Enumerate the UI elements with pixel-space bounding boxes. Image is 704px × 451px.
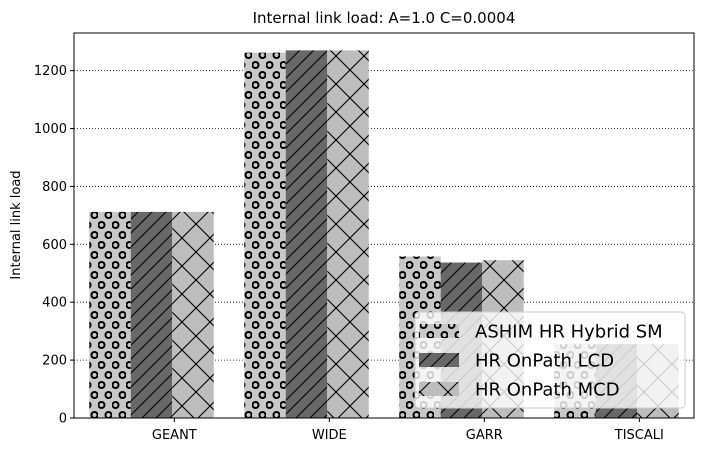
y-tick-label: 1200 bbox=[34, 64, 67, 79]
y-axis-label: Internal link load bbox=[9, 170, 24, 279]
legend-swatch bbox=[419, 382, 459, 396]
bar bbox=[130, 211, 173, 418]
legend-label: HR OnPath MCD bbox=[475, 380, 620, 401]
legend-swatch bbox=[419, 324, 459, 338]
chart-title: Internal link load: A=1.0 C=0.0004 bbox=[253, 9, 516, 27]
y-tick-label: 200 bbox=[42, 354, 67, 369]
x-tick-label: WIDE bbox=[312, 428, 347, 443]
legend-label: ASHIM HR Hybrid SM bbox=[475, 322, 663, 343]
x-tick-label: TISCALI bbox=[614, 428, 664, 443]
bar bbox=[327, 50, 369, 419]
bar bbox=[244, 52, 286, 419]
y-tick-label: 1000 bbox=[34, 122, 67, 137]
bar bbox=[285, 50, 328, 419]
bar bbox=[89, 211, 131, 418]
legend: ASHIM HR Hybrid SM HR OnPath LCD HR OnPath… bbox=[414, 311, 686, 409]
x-tick-label: GEANT bbox=[152, 428, 197, 443]
y-tick-label: 400 bbox=[42, 296, 67, 311]
bar bbox=[172, 211, 214, 418]
legend-box bbox=[414, 311, 686, 409]
y-tick-label: 0 bbox=[59, 412, 67, 427]
y-tick-label: 600 bbox=[42, 238, 67, 253]
plot-frame bbox=[73, 32, 695, 419]
legend-swatch bbox=[419, 353, 459, 367]
legend-label: HR OnPath LCD bbox=[475, 351, 614, 372]
y-tick-label: 800 bbox=[42, 180, 67, 195]
axes: GEANT WIDE GARR TISCALI 0 200 400 600 800 1000 120… bbox=[34, 32, 695, 443]
x-tick-label: GARR bbox=[466, 428, 503, 443]
